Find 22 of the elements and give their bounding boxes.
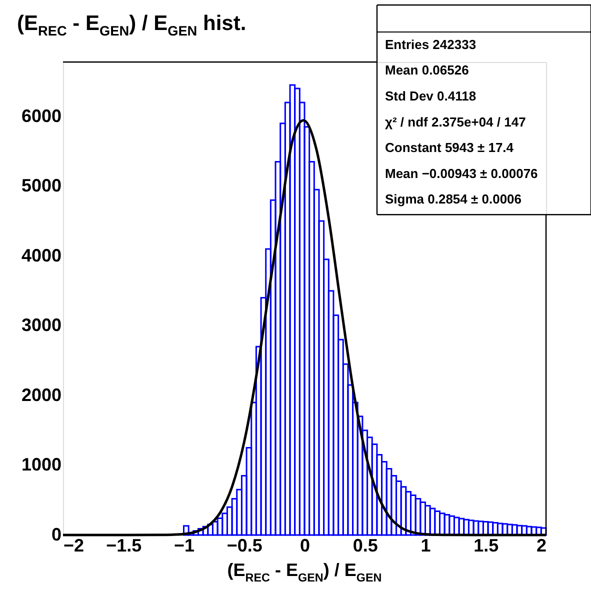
y-tick-label: 5000 <box>21 176 62 196</box>
x-tick-label: −1 <box>174 536 195 556</box>
annotation: Constant 5943 ± 17.4 <box>385 140 514 156</box>
annotation: Sigma 0.2854 ± 0.0006 <box>385 192 522 207</box>
x-tick-label: 0.5 <box>352 536 378 556</box>
y-tick-label: 2000 <box>21 384 62 405</box>
y-tick-label: 3000 <box>21 315 62 336</box>
x-tick-label: 2 <box>536 536 546 556</box>
x-tick-label: 1 <box>420 536 431 556</box>
x-tick-label: −0.5 <box>226 536 262 556</box>
x-tick-label: 0 <box>300 536 310 556</box>
annotation: Mean −0.00943 ± 0.00076 <box>385 166 538 181</box>
y-tick-label: 6000 <box>21 106 62 126</box>
text: Entries 242333 <box>385 36 476 52</box>
x-tick-label: −2 <box>64 536 84 556</box>
annotation: Std Dev 0.4118 <box>385 88 476 104</box>
x-tick-label: 1.5 <box>474 536 499 556</box>
x-tick-label: −1.5 <box>106 536 142 556</box>
y-tick-label: 1000 <box>21 454 62 475</box>
annotation: Mean 0.06526 <box>385 62 469 78</box>
annotation: χ² / ndf 2.375e+04 / 147 <box>385 114 526 130</box>
y-tick-label: 4000 <box>21 245 62 266</box>
